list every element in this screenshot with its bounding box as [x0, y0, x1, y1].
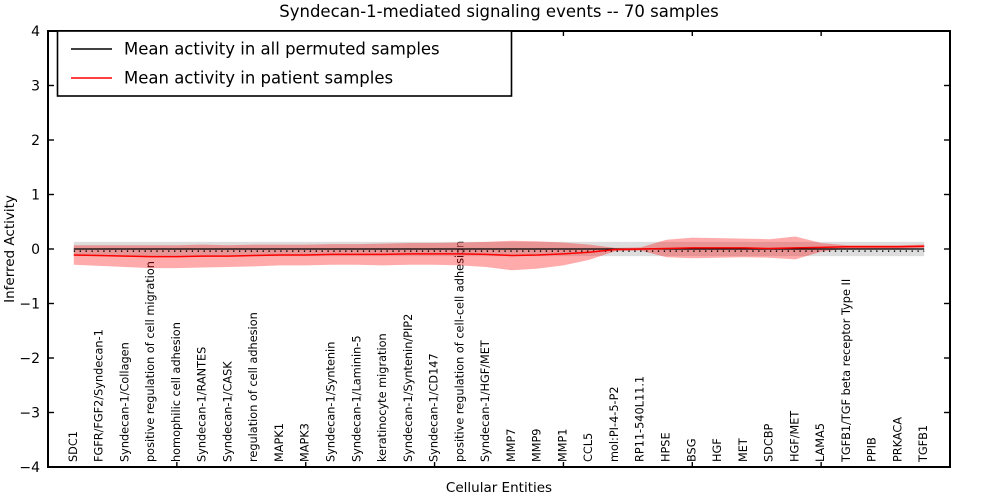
chart-title: Syndecan-1-mediated signaling events -- … — [279, 2, 718, 21]
x-tick-label: PPIB — [866, 437, 879, 462]
y-tick-label: −2 — [19, 351, 40, 367]
x-tick-label: Syndecan-1/Collagen — [118, 342, 131, 462]
x-tick-label: BSG — [685, 439, 698, 462]
x-tick-label: mol:PI-4-5-P2 — [608, 386, 621, 462]
x-tick-label: homophilic cell adhesion — [170, 322, 183, 462]
x-tick-label: LAMA5 — [814, 423, 827, 462]
y-tick-label: −1 — [19, 296, 40, 312]
x-tick-label: Syndecan-1/CASK — [221, 361, 234, 462]
y-tick-label: 4 — [31, 24, 40, 40]
patient-std-band — [73, 236, 925, 271]
x-tick-label: Syndecan-1/RANTES — [196, 347, 209, 462]
x-tick-label: MMP9 — [531, 429, 544, 463]
y-axis-label: Inferred Activity — [2, 195, 18, 303]
x-tick-label: Syndecan-1/Laminin-5 — [350, 335, 363, 462]
x-tick-label: FGFR/FGF2/Syndecan-1 — [93, 329, 106, 462]
plot-data-group — [73, 236, 925, 271]
x-tick-label: MAPK3 — [299, 423, 312, 462]
x-tick-label: Syndecan-1/CD147 — [428, 353, 441, 462]
x-tick-label: HGF/MET — [788, 411, 801, 462]
x-tick-label: positive regulation of cell migration — [144, 261, 157, 462]
x-tick-labels-group: SDC1 FGFR/FGF2/Syndecan-1 Syndecan-1/Colla… — [67, 241, 930, 463]
patient-mean-line — [73, 245, 925, 258]
x-tick-label: Syndecan-1/Syntenin — [324, 342, 337, 462]
x-tick-label: TGFB1/TGF beta receptor Type II — [840, 279, 853, 463]
x-tick-label: keratinocyte migration — [376, 333, 389, 462]
x-tick-label: CCL5 — [582, 433, 595, 462]
x-tick-label: Syndecan-1/HGF/MET — [479, 340, 492, 462]
x-tick-label: MET — [737, 438, 750, 462]
y-tick-label: −4 — [19, 460, 40, 476]
x-tick-label: MAPK1 — [273, 423, 286, 462]
legend-label-permuted: Mean activity in all permuted samples — [124, 40, 440, 59]
x-tick-label: TGFB1 — [917, 425, 930, 463]
y-tick-label: 3 — [31, 78, 40, 94]
legend-box — [56, 30, 513, 97]
legend: Mean activity in all permuted samples Me… — [56, 30, 513, 97]
x-axis-label: Cellular Entities — [446, 480, 552, 496]
x-tick-label: positive regulation of cell-cell adhesio… — [453, 241, 466, 462]
x-tick-label: HGF — [711, 438, 724, 462]
y-tick-label: 1 — [31, 187, 40, 203]
x-tick-label: SDCBP — [763, 423, 776, 462]
x-tick-label: PRKACA — [891, 417, 904, 462]
x-tick-label: HPSE — [660, 432, 673, 462]
x-tick-label: MMP7 — [505, 429, 518, 463]
x-tick-label: RP11-540L11.1 — [634, 376, 647, 462]
y-tick-label: −3 — [19, 405, 40, 421]
x-tick-label: MMP1 — [556, 429, 569, 463]
y-tick-label: 0 — [31, 242, 40, 258]
x-tick-label: regulation of cell adhesion — [247, 312, 260, 462]
y-tick-label: 2 — [31, 133, 40, 149]
x-tick-label: Syndecan-1/Syntenin/PIP2 — [402, 314, 415, 462]
x-tick-label: SDC1 — [67, 431, 80, 462]
legend-label-patient: Mean activity in patient samples — [124, 69, 393, 88]
